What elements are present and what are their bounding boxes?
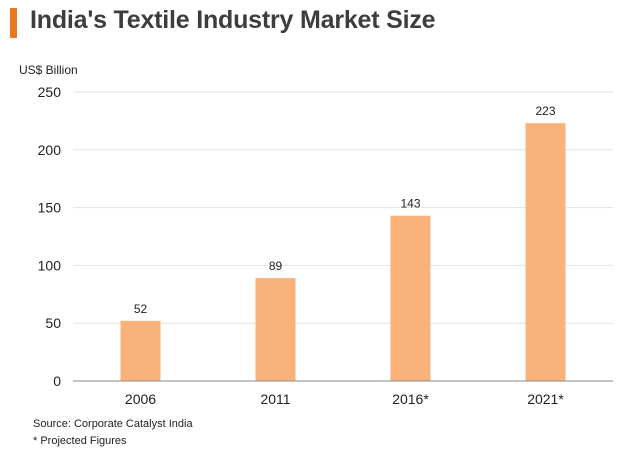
x-tick-label: 2016* [392, 391, 429, 407]
y-tick-label: 0 [53, 373, 61, 389]
y-tick-label: 150 [38, 200, 62, 216]
data-label: 52 [134, 302, 148, 316]
y-tick-label: 200 [38, 142, 62, 158]
y-axis-label: US$ Billion [19, 63, 78, 77]
projected-note: * Projected Figures [33, 435, 127, 447]
chart-title: India's Textile Industry Market Size [30, 6, 436, 34]
y-tick-label: 50 [45, 315, 61, 331]
bar [525, 123, 566, 381]
title-accent-bar [10, 8, 17, 38]
x-tick-label: 2011 [260, 391, 290, 407]
bar [120, 320, 161, 381]
bar [255, 278, 296, 381]
x-tick-label: 2006 [125, 391, 156, 407]
y-tick-label: 100 [38, 257, 62, 273]
data-label: 143 [400, 197, 420, 211]
source-note: Source: Corporate Catalyst India [33, 418, 193, 430]
data-label: 89 [269, 259, 283, 273]
x-tick-label: 2021* [527, 391, 564, 407]
data-label: 223 [535, 104, 555, 118]
bar [390, 215, 431, 381]
y-tick-label: 250 [38, 84, 62, 100]
